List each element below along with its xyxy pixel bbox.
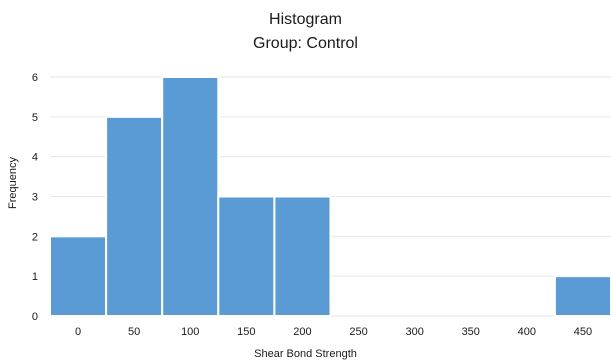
- y-tick-label: 5: [32, 112, 38, 124]
- y-axis-title: Frequency: [7, 157, 19, 209]
- histogram-bar: [217, 195, 276, 317]
- x-tick-labels: 0 50 100 150 200 250 300 350 400 450: [75, 326, 592, 338]
- x-tick-label: 300: [405, 326, 423, 338]
- x-tick-label: 100: [181, 326, 199, 338]
- y-tick-label: 1: [32, 271, 38, 283]
- histogram-bar: [273, 195, 332, 317]
- y-tick-label: 4: [32, 152, 38, 164]
- chart-title: Histogram: [269, 11, 342, 28]
- y-tick-labels: 0 1 2 3 4 5 6: [32, 72, 38, 323]
- histogram-bar: [49, 235, 108, 317]
- x-tick-label: 400: [518, 326, 536, 338]
- x-tick-label: 200: [293, 326, 311, 338]
- x-tick-label: 250: [349, 326, 367, 338]
- histogram-bar: [553, 275, 611, 317]
- y-tick-label: 2: [32, 231, 38, 243]
- x-tick-label: 0: [75, 326, 81, 338]
- histogram-bar: [161, 76, 220, 317]
- x-tick-label: 50: [128, 326, 140, 338]
- y-tick-label: 6: [32, 72, 38, 84]
- x-tick-label: 150: [237, 326, 255, 338]
- bars: [49, 76, 611, 318]
- y-tick-label: 3: [32, 192, 38, 204]
- x-axis-title: Shear Bond Strength: [254, 348, 357, 360]
- x-tick-label: 450: [574, 326, 592, 338]
- chart-subtitle: Group: Control: [253, 35, 358, 52]
- x-tick-label: 350: [462, 326, 480, 338]
- y-tick-label: 0: [32, 311, 38, 323]
- histogram-bar: [105, 115, 164, 318]
